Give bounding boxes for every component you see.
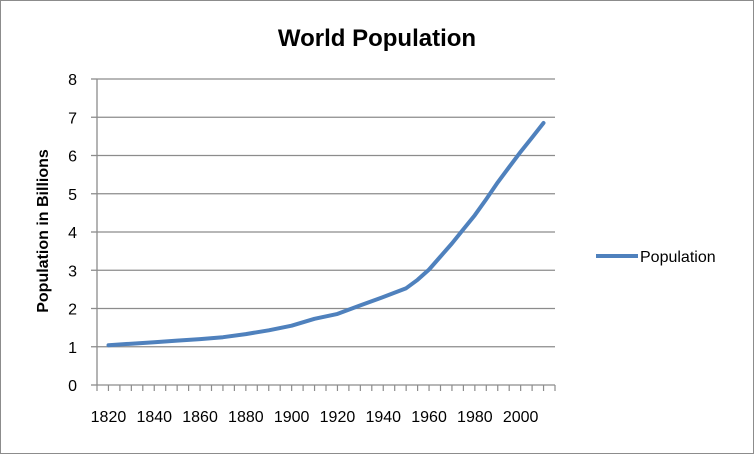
x-tick-label: 1860: [182, 409, 218, 426]
series-layer: [106, 121, 546, 348]
series-line-population: [106, 121, 546, 348]
axes: [91, 78, 556, 391]
y-axis-label: Population in Billions: [35, 149, 52, 313]
y-tick-label: 3: [68, 263, 77, 280]
x-tick-label: 1820: [91, 409, 127, 426]
gridlines: [97, 78, 555, 348]
y-tick-label: 2: [68, 302, 77, 319]
x-tick-label: 2000: [503, 409, 539, 426]
tick-labels: 0 1 2 3 4 5 6 7 8 1820 1840 1860 1880 1900 1920 1940 196…: [68, 72, 538, 426]
y-tick-label: 4: [68, 225, 77, 242]
y-tick-label: 7: [68, 110, 77, 127]
y-tick-label: 0: [68, 378, 77, 395]
x-tick-label: 1880: [228, 409, 264, 426]
x-tick-label: 1940: [365, 409, 401, 426]
y-tick-label: 8: [68, 72, 77, 89]
y-tick-label: 6: [68, 149, 77, 166]
y-tick-label: 1: [68, 340, 77, 357]
x-tick-label: 1960: [411, 409, 447, 426]
y-tick-label: 5: [68, 187, 77, 204]
x-tick-label: 1980: [457, 409, 493, 426]
x-tick-label: 1920: [320, 409, 356, 426]
x-tick-label: 1900: [274, 409, 310, 426]
x-tick-label: 1840: [136, 409, 172, 426]
legend-label: Population: [640, 249, 716, 266]
chart-title: World Population: [278, 25, 476, 52]
legend: Population: [596, 249, 716, 266]
